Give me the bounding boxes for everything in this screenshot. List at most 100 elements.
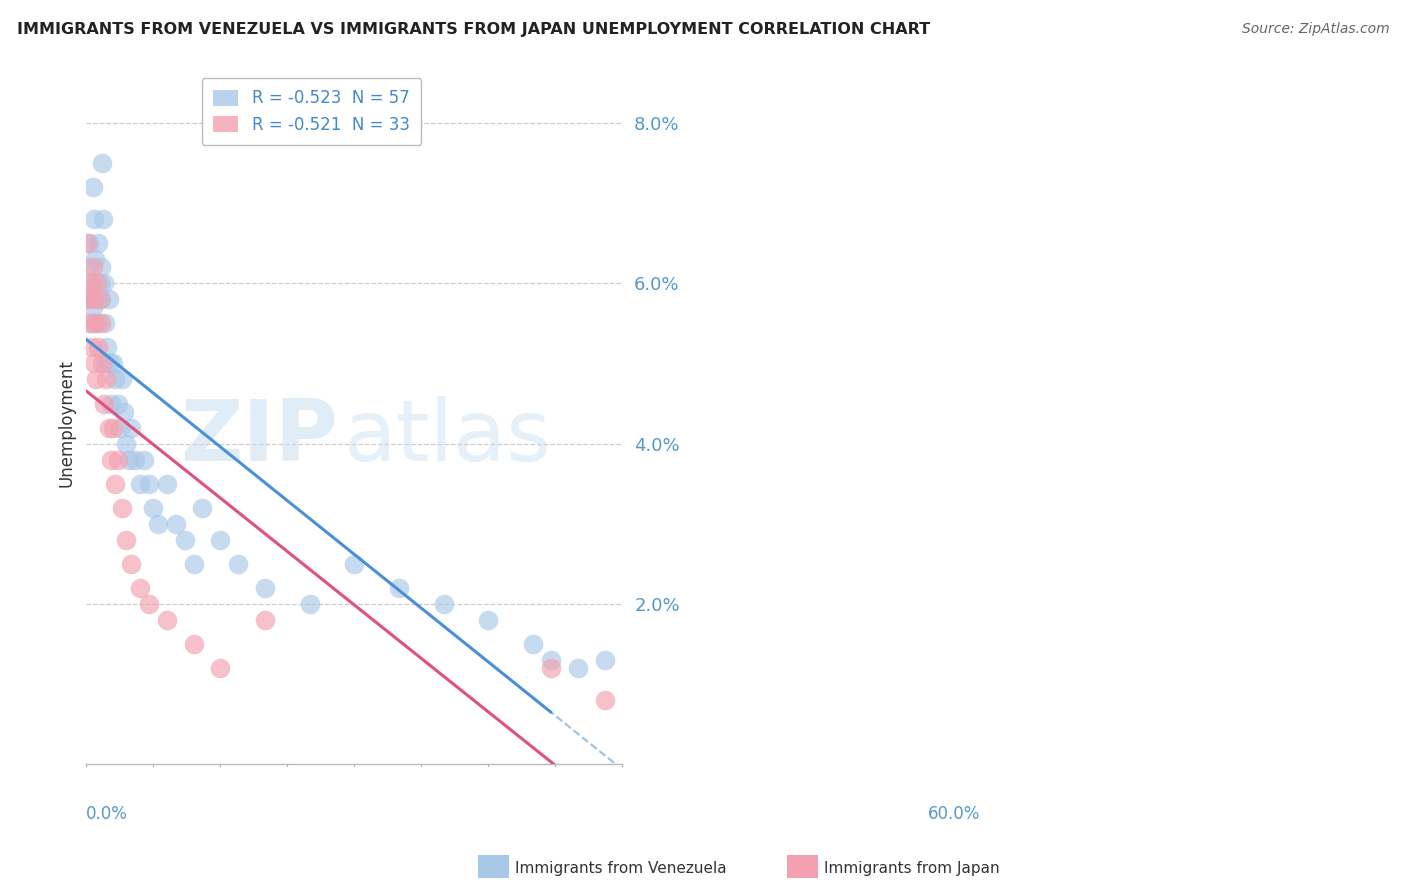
Point	[477, 613, 499, 627]
Point	[76, 236, 98, 251]
Point	[593, 693, 616, 707]
Point	[84, 293, 107, 307]
Point	[82, 260, 104, 275]
Text: 0.0%: 0.0%	[86, 805, 128, 823]
Point	[191, 500, 214, 515]
Point	[138, 597, 160, 611]
Point	[94, 356, 117, 370]
Point	[226, 557, 249, 571]
Text: Immigrants from Venezuela: Immigrants from Venezuela	[515, 862, 727, 876]
Point	[156, 476, 179, 491]
Point	[111, 372, 134, 386]
Point	[90, 316, 112, 330]
Point	[82, 180, 104, 194]
Point	[101, 420, 124, 434]
Point	[94, 316, 117, 330]
Point	[79, 285, 101, 299]
Point	[77, 316, 100, 330]
Point	[80, 340, 103, 354]
Point	[129, 581, 152, 595]
Point	[76, 260, 98, 275]
Point	[567, 661, 589, 675]
Point	[91, 156, 114, 170]
Point	[433, 597, 456, 611]
Y-axis label: Unemployment: Unemployment	[58, 359, 75, 488]
Text: 60.0%: 60.0%	[928, 805, 980, 823]
Point	[138, 476, 160, 491]
Point	[120, 420, 142, 434]
Point	[83, 356, 105, 370]
Point	[86, 277, 108, 291]
Point	[107, 396, 129, 410]
Point	[77, 236, 100, 251]
Point	[209, 661, 232, 675]
Point	[89, 293, 111, 307]
Point	[104, 476, 127, 491]
Point	[165, 516, 187, 531]
Point	[101, 356, 124, 370]
Text: IMMIGRANTS FROM VENEZUELA VS IMMIGRANTS FROM JAPAN UNEMPLOYMENT CORRELATION CHAR: IMMIGRANTS FROM VENEZUELA VS IMMIGRANTS …	[17, 22, 929, 37]
Point	[80, 277, 103, 291]
Point	[77, 293, 100, 307]
Text: ZIP: ZIP	[180, 396, 339, 479]
Point	[89, 277, 111, 291]
Point	[98, 356, 121, 370]
Point	[343, 557, 366, 571]
Point	[156, 613, 179, 627]
Point	[87, 340, 110, 354]
Point	[298, 597, 321, 611]
Point	[209, 533, 232, 547]
Point	[84, 316, 107, 330]
Text: atlas: atlas	[343, 396, 551, 479]
Point	[96, 340, 118, 354]
Point	[253, 581, 276, 595]
Point	[97, 420, 120, 434]
Text: Source: ZipAtlas.com: Source: ZipAtlas.com	[1241, 22, 1389, 37]
Point	[540, 653, 562, 667]
Point	[84, 252, 107, 267]
Point	[115, 533, 138, 547]
Point	[112, 404, 135, 418]
Point	[146, 516, 169, 531]
Point	[84, 372, 107, 386]
Point	[118, 452, 141, 467]
Point	[80, 277, 103, 291]
Point	[111, 500, 134, 515]
Point	[388, 581, 411, 595]
Point	[82, 301, 104, 315]
Point	[124, 452, 146, 467]
Point	[93, 277, 115, 291]
Point	[87, 236, 110, 251]
Point	[104, 372, 127, 386]
Point	[80, 316, 103, 330]
Point	[77, 293, 100, 307]
Point	[94, 372, 117, 386]
Point	[115, 436, 138, 450]
Point	[593, 653, 616, 667]
Point	[120, 557, 142, 571]
Point	[91, 356, 114, 370]
Point	[129, 476, 152, 491]
Legend: R = -0.523  N = 57, R = -0.521  N = 33: R = -0.523 N = 57, R = -0.521 N = 33	[201, 78, 422, 145]
Point	[90, 260, 112, 275]
Point	[142, 500, 165, 515]
Point	[183, 557, 205, 571]
Text: Immigrants from Japan: Immigrants from Japan	[824, 862, 1000, 876]
Point	[97, 293, 120, 307]
Point	[173, 533, 195, 547]
Point	[134, 452, 156, 467]
Point	[83, 212, 105, 227]
Point	[100, 396, 122, 410]
Point	[82, 293, 104, 307]
Point	[540, 661, 562, 675]
Point	[522, 637, 544, 651]
Point	[100, 452, 122, 467]
Point	[107, 452, 129, 467]
Point	[86, 316, 108, 330]
Point	[253, 613, 276, 627]
Point	[91, 212, 114, 227]
Point	[110, 420, 132, 434]
Point	[93, 396, 115, 410]
Point	[183, 637, 205, 651]
Point	[90, 293, 112, 307]
